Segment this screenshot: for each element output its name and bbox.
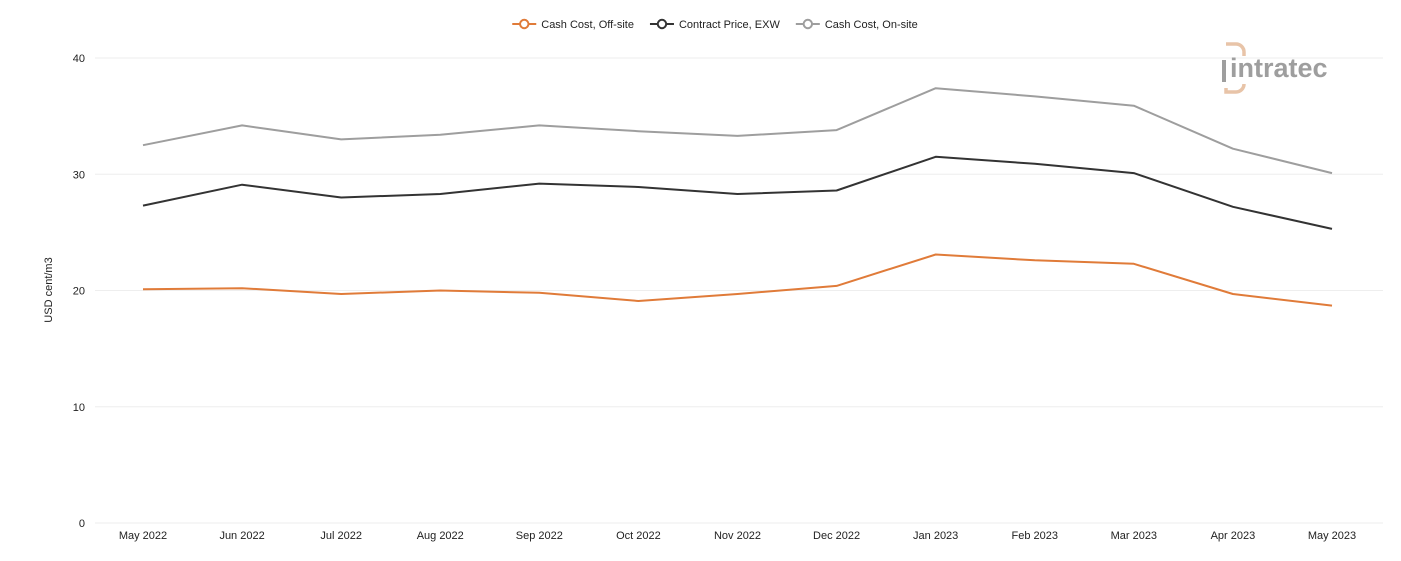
legend-item-2[interactable]: Cash Cost, On-site bbox=[795, 18, 918, 31]
legend-item-0[interactable]: Cash Cost, Off-site bbox=[512, 18, 634, 31]
legend-marker-icon bbox=[519, 18, 530, 30]
gridlines bbox=[95, 57, 1383, 524]
series-line-1 bbox=[142, 155, 1333, 230]
x-axis-ticks: May 2022 Jun 2022 Jul 2022 Aug 2022 Sep 2022… bbox=[119, 530, 1356, 542]
intratec-logo: intratec bbox=[1222, 42, 1328, 94]
logo-stem bbox=[1222, 60, 1226, 82]
y-tick-label: 10 bbox=[73, 402, 85, 414]
x-tick-label: Jan 2023 bbox=[913, 530, 958, 542]
legend-marker-icon bbox=[802, 18, 814, 30]
x-tick-label: Oct 2022 bbox=[616, 530, 661, 542]
legend-label: Contract Price, EXW bbox=[679, 19, 780, 31]
x-tick-label: Nov 2022 bbox=[714, 530, 761, 542]
x-tick-label: Jun 2022 bbox=[219, 530, 264, 542]
y-axis-ticks: 0 10 20 30 40 bbox=[73, 53, 85, 530]
legend-label: Cash Cost, Off-site bbox=[541, 19, 634, 31]
logo-arc-bottom bbox=[1224, 83, 1246, 94]
legend-marker-icon bbox=[656, 18, 668, 30]
x-tick-label: Apr 2023 bbox=[1211, 530, 1256, 542]
y-axis-label: USD cent/m3 bbox=[43, 257, 55, 322]
logo-text: intratec bbox=[1230, 53, 1328, 83]
x-tick-label: Feb 2023 bbox=[1012, 530, 1058, 542]
legend-label: Cash Cost, On-site bbox=[825, 19, 918, 31]
logo-arc-top bbox=[1226, 42, 1246, 56]
legend[interactable]: Cash Cost, Off-site Contract Price, EXW Ca… bbox=[512, 18, 918, 31]
legend-item-1[interactable]: Contract Price, EXW bbox=[649, 18, 780, 31]
series-lines bbox=[142, 87, 1333, 307]
x-tick-label: Aug 2022 bbox=[417, 530, 464, 542]
y-tick-label: 20 bbox=[73, 286, 85, 298]
x-tick-label: May 2023 bbox=[1308, 530, 1356, 542]
y-tick-label: 30 bbox=[73, 169, 85, 181]
x-tick-label: Jul 2022 bbox=[320, 530, 362, 542]
x-tick-label: Dec 2022 bbox=[813, 530, 860, 542]
x-tick-label: Mar 2023 bbox=[1111, 530, 1157, 542]
y-tick-label: 40 bbox=[73, 53, 85, 65]
y-tick-label: 0 bbox=[79, 518, 85, 530]
x-tick-label: Sep 2022 bbox=[516, 530, 563, 542]
x-tick-label: May 2022 bbox=[119, 530, 167, 542]
series-line-2 bbox=[142, 87, 1333, 175]
series-line-0 bbox=[142, 253, 1333, 307]
